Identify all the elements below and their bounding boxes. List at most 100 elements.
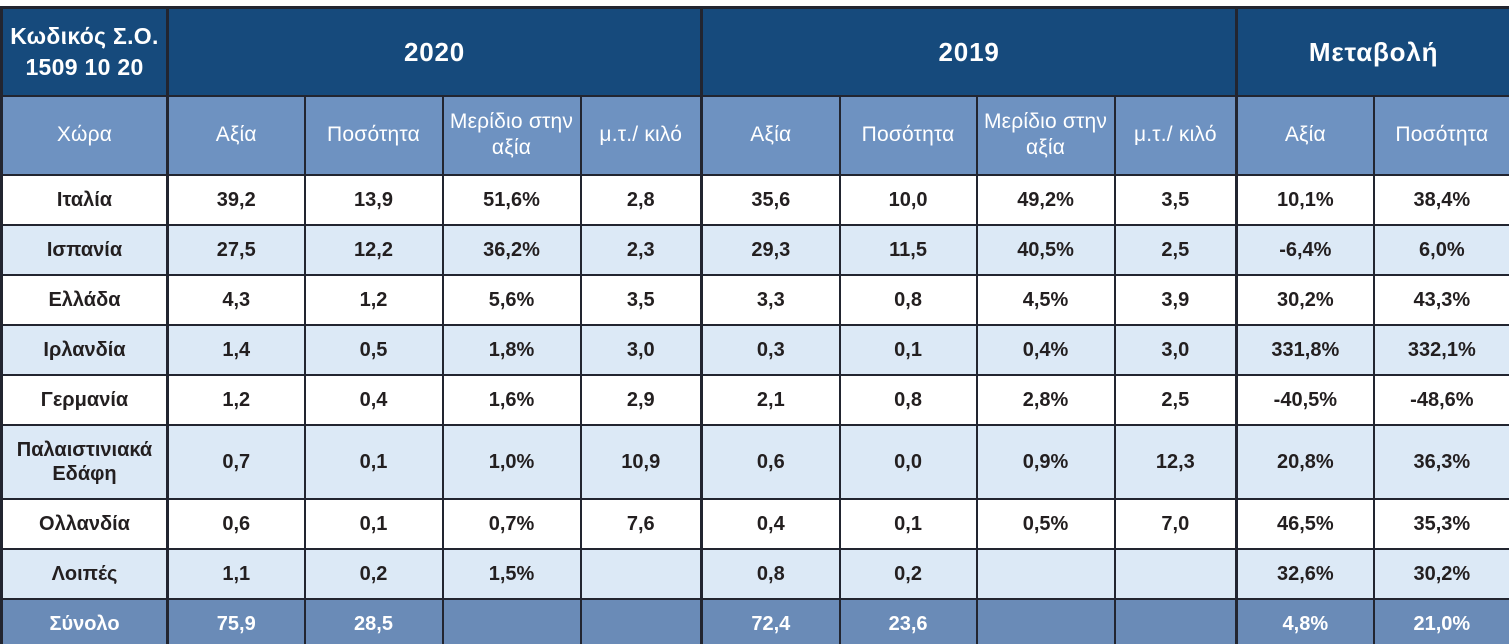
value-cell: 0,9% — [975, 423, 1116, 500]
value-cell: 1,0% — [441, 423, 582, 500]
header-2020: 2020 — [165, 6, 703, 98]
value-cell: 2,1 — [700, 373, 841, 426]
value-cell: 3,5 — [579, 273, 703, 326]
column-header-quantity-2019: Ποσότητα — [838, 95, 978, 176]
country-cell: Ισπανία — [0, 223, 169, 276]
table-row: Ιρλανδία 1,4 0,5 1,8% 3,0 0,3 0,1 0,4% 3,0 331,8%… — [0, 323, 1509, 376]
value-cell: 35,6 — [700, 173, 841, 226]
table-row: Ισπανία 27,5 12,2 36,2% 2,3 29,3 11,5 40,5% 2,5-… — [0, 223, 1509, 276]
value-cell — [1113, 547, 1238, 600]
column-header-unitprice-2020: μ.τ./ κιλό — [579, 95, 703, 176]
header-2019: 2019 — [700, 6, 1238, 98]
table-row: Γερμανία 1,2 0,4 1,6% 2,9 2,1 0,8 2,8% 2,5 -40,5%… — [0, 373, 1509, 426]
country-cell: Ιρλανδία — [0, 323, 169, 376]
value-cell: 0,1 — [303, 423, 444, 500]
value-cell — [579, 547, 703, 600]
value-cell: 2,8% — [975, 373, 1116, 426]
table-body: Ιταλία 39,2 13,9 51,6% 2,8 35,6 10,0 49,2% 3,5 10… — [0, 173, 1509, 644]
value-cell: 0,4% — [975, 323, 1116, 376]
value-cell — [1113, 597, 1238, 644]
value-cell: 0,2 — [838, 547, 978, 600]
column-header-country: Χώρα — [0, 95, 169, 176]
value-cell — [975, 597, 1116, 644]
table-row: Ελλάδα 4,3 1,2 5,6% 3,5 3,3 0,8 4,5% 3,9 30,2% 43,… — [0, 273, 1509, 326]
value-cell — [579, 597, 703, 644]
value-cell: 0,5% — [975, 497, 1116, 550]
value-cell: 49,2% — [975, 173, 1116, 226]
value-cell: 0,4 — [303, 373, 444, 426]
value-cell: 4,5% — [975, 273, 1116, 326]
value-cell: 4,8% — [1235, 597, 1375, 644]
table-row: Ιταλία 39,2 13,9 51,6% 2,8 35,6 10,0 49,2% 3,5 10… — [0, 173, 1509, 226]
value-cell: 27,5 — [166, 223, 306, 276]
value-cell: 0,3 — [700, 323, 841, 376]
value-cell: -6,4% — [1235, 223, 1375, 276]
value-cell: 5,6% — [441, 273, 582, 326]
table-row: Παλαιστινιακά Εδάφη 0,7 0,1 1,0% 10,9 0,6 0,0 0… — [0, 423, 1509, 500]
table-row: Λοιπές 1,1 0,2 1,5% 0,8 0,2 32,6% 30,2% — [0, 547, 1509, 600]
value-cell: 38,4% — [1372, 173, 1509, 226]
value-cell: 3,9 — [1113, 273, 1238, 326]
total-label-cell: Σύνολο — [0, 597, 169, 644]
country-cell: Ολλανδία — [0, 497, 169, 550]
column-header-value-2019: Αξία — [700, 95, 841, 176]
total-row: Σύνολο 75,9 28,5 72,4 23,6 4,8% 21,0% — [0, 597, 1509, 644]
value-cell: 1,2 — [166, 373, 306, 426]
column-header-share-2019: Μερίδιο στην αξία — [975, 95, 1116, 176]
value-cell: 36,2% — [441, 223, 582, 276]
value-cell: 13,9 — [303, 173, 444, 226]
year-header-row: Κωδικός Σ.Ο. 1509 10 20 2020 2019 Μεταβο… — [0, 6, 1509, 98]
value-cell: 6,0% — [1372, 223, 1509, 276]
value-cell: -48,6% — [1372, 373, 1509, 426]
value-cell: 1,6% — [441, 373, 582, 426]
value-cell: 10,1% — [1235, 173, 1375, 226]
product-code-line2: 1509 10 20 — [25, 54, 144, 81]
table-row: Ολλανδία 0,6 0,1 0,7% 7,6 0,4 0,1 0,5% 7,0 46,5% 3… — [0, 497, 1509, 550]
value-cell: 39,2 — [166, 173, 306, 226]
value-cell: 29,3 — [700, 223, 841, 276]
column-header-share-2020: Μερίδιο στην αξία — [441, 95, 582, 176]
value-cell: 2,5 — [1113, 373, 1238, 426]
value-cell: 0,8 — [838, 273, 978, 326]
value-cell: 0,1 — [838, 497, 978, 550]
value-cell: 1,2 — [303, 273, 444, 326]
value-cell: 21,0% — [1372, 597, 1509, 644]
column-header-quantity-change: Ποσότητα — [1372, 95, 1509, 176]
value-cell: 0,4 — [700, 497, 841, 550]
value-cell: 32,6% — [1235, 547, 1375, 600]
value-cell: 7,0 — [1113, 497, 1238, 550]
value-cell: 0,7 — [166, 423, 306, 500]
header-metaboli: Μεταβολή — [1235, 6, 1509, 98]
country-cell: Παλαιστινιακά Εδάφη — [0, 423, 169, 500]
value-cell: -40,5% — [1235, 373, 1375, 426]
value-cell: 1,5% — [441, 547, 582, 600]
value-cell: 332,1% — [1372, 323, 1509, 376]
value-cell: 0,6 — [700, 423, 841, 500]
value-cell: 0,2 — [303, 547, 444, 600]
value-cell: 331,8% — [1235, 323, 1375, 376]
value-cell: 36,3% — [1372, 423, 1509, 500]
value-cell: 3,0 — [1113, 323, 1238, 376]
product-code-header: Κωδικός Σ.Ο. 1509 10 20 — [0, 6, 169, 98]
value-cell: 7,6 — [579, 497, 703, 550]
value-cell: 10,9 — [579, 423, 703, 500]
country-cell: Ελλάδα — [0, 273, 169, 326]
value-cell: 75,9 — [166, 597, 306, 644]
value-cell: 12,2 — [303, 223, 444, 276]
value-cell: 51,6% — [441, 173, 582, 226]
value-cell: 4,3 — [166, 273, 306, 326]
value-cell: 28,5 — [303, 597, 444, 644]
value-cell: 0,1 — [838, 323, 978, 376]
product-code-line1: Κωδικός Σ.Ο. — [10, 23, 159, 49]
value-cell: 12,3 — [1113, 423, 1238, 500]
value-cell: 46,5% — [1235, 497, 1375, 550]
value-cell: 0,7% — [441, 497, 582, 550]
value-cell: 43,3% — [1372, 273, 1509, 326]
value-cell: 30,2% — [1372, 547, 1509, 600]
value-cell: 2,5 — [1113, 223, 1238, 276]
value-cell: 0,6 — [166, 497, 306, 550]
value-cell: 1,8% — [441, 323, 582, 376]
value-cell: 72,4 — [700, 597, 841, 644]
value-cell: 40,5% — [975, 223, 1116, 276]
